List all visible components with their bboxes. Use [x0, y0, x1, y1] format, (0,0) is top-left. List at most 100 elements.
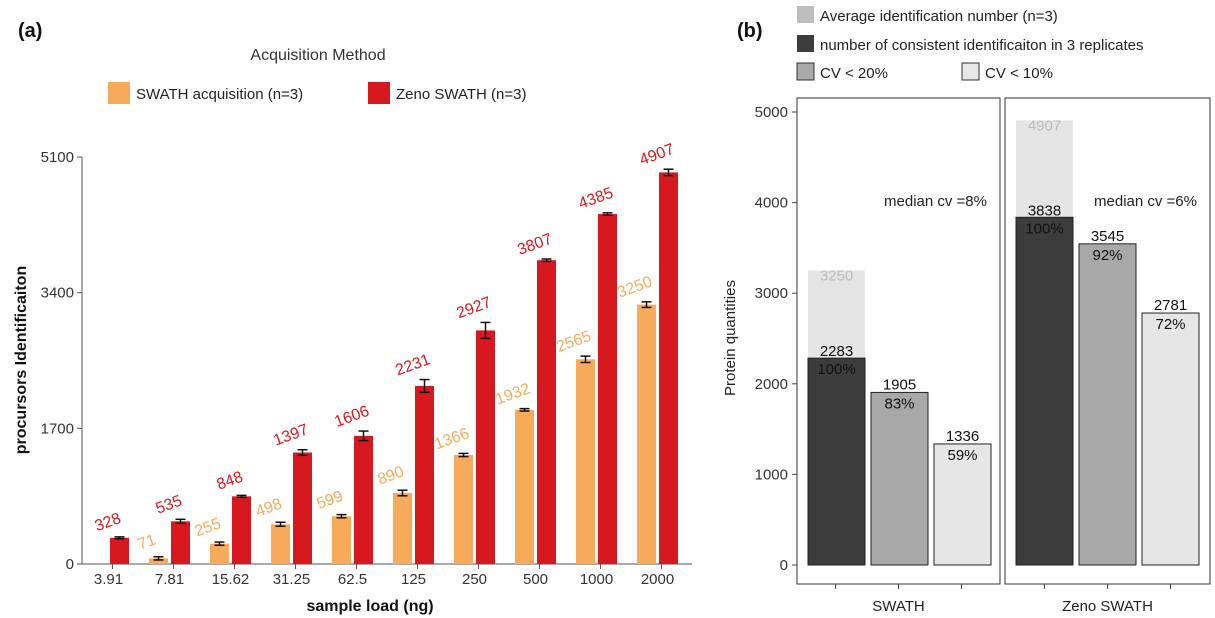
median-cv-annotation: median cv =8% [884, 193, 987, 210]
legend-title: Acquisition Method [250, 47, 385, 64]
bar-swath-62.5 [332, 516, 351, 564]
bar-zeno-500 [537, 260, 556, 564]
percent-label: 72% [1155, 316, 1185, 333]
data-label-swath: 1366 [432, 425, 471, 453]
y-axis-label-b: Protein quantities [722, 280, 739, 396]
x-axis-label-a: sample load (ng) [306, 598, 433, 615]
bar-zeno-62.5 [354, 435, 373, 564]
bar-zeno-125 [415, 385, 434, 564]
bar-zeno-250 [476, 330, 495, 564]
average-bar-1 [1016, 120, 1073, 218]
legend-swatch-average [797, 6, 814, 23]
value-label: 3838 [1028, 202, 1061, 219]
data-label-swath: 1932 [493, 380, 532, 408]
data-label-zeno: 4385 [576, 185, 615, 213]
x-tick-label-a: 500 [523, 571, 548, 588]
legend-label-swath: SWATH acquisition (n=3) [136, 86, 303, 103]
legend-swatch-consistent [797, 35, 814, 52]
bar-swath-500 [515, 409, 534, 564]
legend-label-cv10: CV < 10% [985, 65, 1053, 82]
panel-a: (a) Acquisition Method SWATH acquisition… [13, 20, 692, 615]
bar-1-2 [1141, 312, 1200, 566]
legend-label-zeno: Zeno SWATH (n=3) [396, 86, 526, 103]
y-tick-label-b: 4000 [755, 195, 788, 212]
bar-zeno-3.91 [110, 537, 129, 564]
data-label-swath: 3250 [615, 274, 654, 302]
percent-label: 59% [947, 447, 977, 464]
data-label-zeno: 328 [93, 510, 124, 535]
value-label: 2781 [1154, 297, 1187, 314]
bar-zeno-2000 [659, 172, 678, 564]
average-label: 3250 [820, 268, 853, 285]
bar-swath-1000 [576, 359, 595, 564]
y-tick-label-a: 3400 [41, 285, 74, 302]
data-label-zeno: 1606 [332, 403, 371, 431]
bar-swath-2000 [637, 304, 656, 564]
legend-swatch-cv20 [796, 62, 815, 81]
y-tick-label-b: 5000 [755, 104, 788, 121]
x-tick-label-a: 7.81 [155, 571, 184, 588]
x-tick-label-a: 125 [401, 571, 426, 588]
bar-0-2 [933, 443, 992, 566]
percent-label: 100% [817, 361, 855, 378]
panel-b: (b) Average identification number (n=3) … [722, 6, 1211, 615]
x-tick-label-a: 1000 [580, 571, 613, 588]
percent-label: 100% [1025, 220, 1063, 237]
data-label-zeno: 1397 [271, 421, 310, 449]
bars-a: 328 71 535 255 848 498 1397 599 1606 890 2231 1366 2… [93, 141, 678, 564]
legend-swatch-swath [108, 82, 130, 104]
percent-label: 92% [1092, 247, 1122, 264]
average-bar-0 [808, 270, 865, 359]
bar-swath-125 [393, 492, 412, 564]
y-tick-label-b: 2000 [755, 376, 788, 393]
value-label: 3545 [1091, 228, 1124, 245]
panel-b-label: (b) [737, 20, 763, 42]
bar-zeno-31.25 [293, 452, 312, 564]
facet-label: SWATH [872, 598, 925, 615]
legend-a: SWATH acquisition (n=3) Zeno SWATH (n=3) [108, 82, 526, 104]
data-label-swath: 498 [254, 495, 285, 520]
x-tick-label-a: 2000 [641, 571, 674, 588]
facet-label: Zeno SWATH [1062, 598, 1153, 615]
percent-label: 83% [884, 395, 914, 412]
x-tick-label-a: 62.5 [338, 571, 367, 588]
y-tick-label-b: 1000 [755, 466, 788, 483]
data-label-swath: 599 [315, 488, 346, 513]
bar-swath-7.81 [149, 558, 168, 564]
bar-zeno-15.62 [232, 496, 251, 564]
median-cv-annotation: median cv =6% [1094, 193, 1197, 210]
legend-b: Average identification number (n=3) numb… [796, 6, 1144, 82]
axes-a: 0 1700 3400 5100 3.91 7.81 15.62 31.25 62.5 125 25… [41, 149, 692, 588]
bar-zeno-7.81 [171, 521, 190, 564]
legend-swatch-zeno [368, 82, 390, 104]
bar-1-0 [1015, 216, 1074, 566]
data-label-swath: 71 [136, 531, 159, 553]
x-tick-label-a: 3.91 [94, 571, 123, 588]
data-label-swath: 890 [376, 463, 407, 488]
x-tick-label-a: 15.62 [212, 571, 250, 588]
data-label-zeno: 848 [215, 469, 246, 494]
bar-swath-31.25 [271, 524, 290, 564]
legend-label-cv20: CV < 20% [820, 65, 888, 82]
y-axis-label-a: procursors Identificaiton [13, 266, 30, 454]
legend-swatch-cv10 [961, 62, 980, 81]
value-label: 1336 [946, 428, 979, 445]
y-tick-label-b: 0 [780, 557, 788, 574]
x-tick-label-a: 250 [462, 571, 487, 588]
data-label-zeno: 3807 [515, 231, 554, 259]
data-label-zeno: 535 [154, 492, 185, 517]
y-tick-label-a: 1700 [41, 420, 74, 437]
bar-swath-250 [454, 454, 473, 564]
panel-a-label: (a) [18, 20, 42, 42]
y-tick-label-b: 3000 [755, 285, 788, 302]
data-label-zeno: 2927 [454, 294, 493, 322]
x-tick-label-a: 31.25 [273, 571, 311, 588]
data-label-swath: 2565 [554, 328, 593, 356]
data-label-zeno: 4907 [637, 141, 676, 169]
legend-label-consistent: number of consistent identificaiton in 3… [820, 37, 1144, 54]
bar-1-1 [1078, 243, 1137, 566]
axes-b: 0 1000 2000 3000 4000 5000 SWATH Zeno SWATH [755, 97, 1211, 615]
average-label: 4907 [1028, 117, 1061, 134]
